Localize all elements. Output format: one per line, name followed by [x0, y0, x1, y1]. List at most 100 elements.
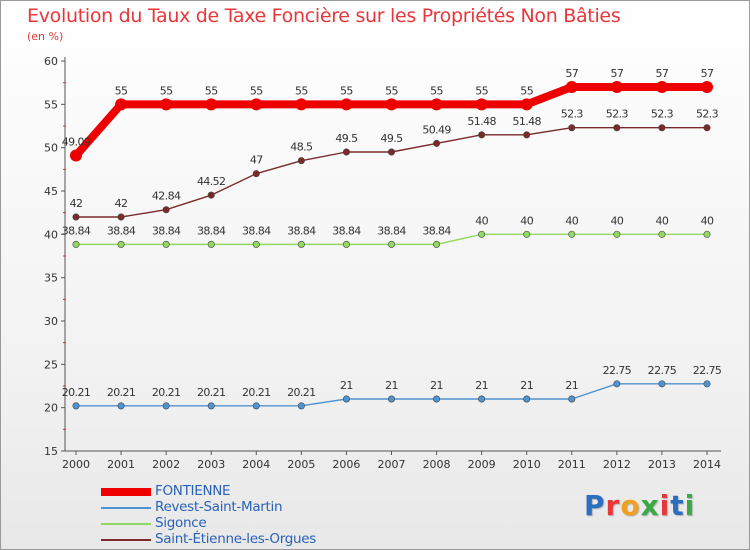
data-label-fontienne: 55: [340, 84, 353, 97]
data-point-revest-saint-martin: [478, 395, 486, 403]
data-point-revest-saint-martin: [658, 380, 666, 388]
data-point-sigonce: [297, 240, 305, 248]
data-label-fontienne: 55: [385, 84, 398, 97]
y-tick-label: 20: [44, 402, 58, 415]
data-label-revest-saint-martin: 21: [565, 379, 578, 392]
data-label-revest-saint-martin: 20.21: [287, 386, 316, 399]
data-label-sigonce: 38.84: [422, 224, 451, 237]
legend-label: FONTIENNE: [155, 483, 231, 499]
data-label-sigonce: 38.84: [107, 224, 136, 237]
data-point-fontienne: [610, 81, 623, 93]
data-label-revest-saint-martin: 20.21: [107, 386, 136, 399]
chart-title: Evolution du Taux de Taxe Foncière sur l…: [27, 5, 621, 27]
data-point-fontienne: [385, 98, 398, 111]
data-label-sigonce: 38.84: [377, 224, 406, 237]
x-tick-label: 2010: [513, 458, 541, 471]
data-point-sigonce: [703, 230, 711, 238]
x-tick-label: 2004: [242, 458, 270, 471]
data-point-saint-etienne-les-orgues: [658, 124, 666, 132]
data-point-revest-saint-martin: [342, 395, 350, 403]
data-point-revest-saint-martin: [252, 402, 260, 410]
data-point-sigonce: [658, 230, 666, 238]
data-label-saint-etienne-les-orgues: 52.3: [696, 108, 719, 121]
legend-swatch: [101, 507, 151, 509]
data-point-revest-saint-martin: [613, 380, 621, 388]
data-label-fontienne: 57: [610, 67, 623, 80]
data-point-revest-saint-martin: [297, 402, 305, 410]
data-point-sigonce: [613, 230, 621, 238]
data-label-fontienne: 49.09: [62, 136, 91, 149]
x-tick-label: 2002: [152, 458, 180, 471]
y-axis-unit-label: (en %): [27, 30, 64, 43]
data-label-sigonce: 40: [610, 214, 623, 227]
data-point-saint-etienne-les-orgues: [433, 139, 441, 147]
data-point-saint-etienne-les-orgues: [387, 148, 395, 156]
data-label-saint-etienne-les-orgues: 49.5: [335, 132, 358, 145]
data-label-sigonce: 40: [656, 214, 669, 227]
data-point-fontienne: [430, 98, 443, 111]
brand-logo: Proxiti: [584, 489, 695, 522]
data-label-fontienne: 55: [205, 84, 218, 97]
y-tick-label: 30: [44, 315, 58, 328]
data-point-revest-saint-martin: [387, 395, 395, 403]
x-tick-label: 2001: [107, 458, 135, 471]
data-label-revest-saint-martin: 21: [385, 379, 398, 392]
data-label-revest-saint-martin: 20.21: [242, 386, 271, 399]
data-label-fontienne: 55: [295, 84, 308, 97]
data-point-sigonce: [568, 230, 576, 238]
data-point-revest-saint-martin: [523, 395, 531, 403]
data-point-revest-saint-martin: [433, 395, 441, 403]
data-point-revest-saint-martin: [568, 395, 576, 403]
data-label-fontienne: 55: [160, 84, 173, 97]
data-label-fontienne: 55: [475, 84, 488, 97]
y-tick-label: 40: [44, 228, 58, 241]
x-tick-label: 2007: [378, 458, 406, 471]
data-label-saint-etienne-les-orgues: 44.52: [197, 175, 226, 188]
x-tick-label: 2009: [468, 458, 496, 471]
brand-logo-letter: x: [640, 489, 660, 522]
data-label-revest-saint-martin: 20.21: [62, 386, 91, 399]
data-label-saint-etienne-les-orgues: 52.3: [606, 108, 629, 121]
data-label-revest-saint-martin: 22.75: [648, 364, 677, 377]
data-point-fontienne: [250, 98, 263, 111]
data-label-revest-saint-martin: 20.21: [152, 386, 181, 399]
legend-swatch: [101, 488, 151, 496]
data-label-fontienne: 55: [250, 84, 263, 97]
data-point-revest-saint-martin: [703, 380, 711, 388]
data-label-saint-etienne-les-orgues: 48.5: [290, 141, 313, 154]
brand-logo-letter: P: [584, 489, 606, 522]
data-point-sigonce: [523, 230, 531, 238]
y-tick-label: 50: [44, 142, 58, 155]
data-label-sigonce: 40: [520, 214, 533, 227]
data-point-saint-etienne-les-orgues: [523, 131, 531, 139]
data-point-revest-saint-martin: [117, 402, 125, 410]
data-label-sigonce: 38.84: [242, 224, 271, 237]
data-label-revest-saint-martin: 21: [340, 379, 353, 392]
data-point-fontienne: [520, 98, 533, 111]
legend-label: Sigonce: [155, 515, 207, 531]
data-point-fontienne: [205, 98, 218, 111]
data-label-saint-etienne-les-orgues: 51.48: [512, 115, 541, 128]
data-point-fontienne: [295, 98, 308, 111]
data-point-sigonce: [252, 240, 260, 248]
y-tick-label: 35: [44, 272, 58, 285]
x-tick-label: 2006: [332, 458, 360, 471]
x-tick-label: 2005: [287, 458, 315, 471]
data-label-sigonce: 40: [565, 214, 578, 227]
data-label-sigonce: 38.84: [152, 224, 181, 237]
data-label-sigonce: 40: [701, 214, 714, 227]
data-label-saint-etienne-les-orgues: 52.3: [561, 108, 584, 121]
brand-logo-letter: o: [620, 489, 641, 522]
brand-logo-letter: r: [605, 489, 621, 522]
data-label-sigonce: 40: [475, 214, 488, 227]
data-point-revest-saint-martin: [72, 402, 80, 410]
data-label-saint-etienne-les-orgues: 50.49: [422, 123, 451, 136]
legend-label: Revest-Saint-Martin: [155, 499, 283, 515]
x-tick-label: 2012: [603, 458, 631, 471]
y-tick-label: 60: [44, 55, 58, 68]
data-point-fontienne: [701, 81, 713, 93]
data-label-revest-saint-martin: 21: [475, 379, 488, 392]
data-point-fontienne: [475, 98, 488, 111]
data-label-sigonce: 38.84: [197, 224, 226, 237]
